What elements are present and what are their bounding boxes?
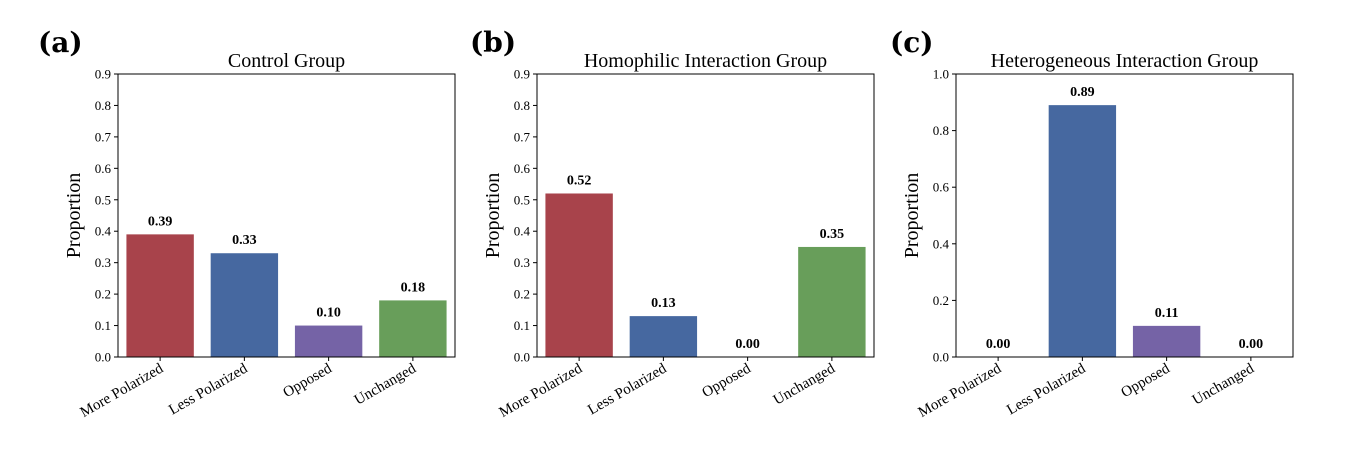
y-tick-label: 0.2 — [95, 287, 111, 302]
x-tick-label: Opposed — [280, 360, 335, 401]
bar-unchanged — [379, 300, 447, 357]
chart-panel-c: (c) Heterogeneous Interaction Group Propor… — [890, 26, 1294, 421]
data-label: 0.11 — [1155, 306, 1179, 321]
chart-title: Heterogeneous Interaction Group — [991, 50, 1259, 72]
x-tick-label: More Polarized — [78, 360, 167, 421]
y-axis-label: Proportion — [901, 173, 923, 259]
y-tick-label: 0.0 — [514, 350, 530, 365]
data-label: 0.33 — [232, 233, 257, 248]
y-tick-label: 0.3 — [514, 255, 530, 270]
chart-panel-b: (b) Homophilic Interaction Group Proportio… — [470, 26, 875, 421]
y-tick-label: 0.6 — [95, 161, 112, 176]
y-tick-label: 0.0 — [933, 350, 949, 365]
x-tick-label: Opposed — [699, 360, 754, 401]
y-axis-label: Proportion — [63, 173, 85, 259]
x-tick-label: Less Polarized — [166, 360, 251, 418]
y-tick-label: 0.6 — [933, 180, 950, 195]
bar-opposed — [294, 325, 363, 357]
y-tick-label: 0.4 — [95, 224, 112, 239]
panel-label: (a) — [38, 26, 83, 59]
x-tick-label: Less Polarized — [1004, 360, 1089, 418]
y-tick-label: 0.7 — [95, 129, 112, 144]
x-tick-label: Unchanged — [771, 360, 839, 408]
y-tick-label: 0.1 — [514, 318, 530, 333]
plot-frame — [955, 73, 1294, 358]
y-tick-label: 0.5 — [95, 192, 111, 207]
y-tick-label: 0.4 — [933, 236, 950, 251]
x-tick-label: Unchanged — [352, 360, 420, 408]
y-axis-label: Proportion — [482, 173, 504, 259]
bar-less-polarized — [629, 316, 698, 357]
data-label: 0.35 — [820, 227, 845, 242]
y-tick-label: 0.8 — [514, 98, 530, 113]
y-tick-label: 0.9 — [95, 67, 111, 82]
bar-less-polarized — [210, 253, 279, 357]
bar-less-polarized — [1048, 105, 1117, 357]
bar-opposed — [1132, 325, 1201, 357]
chart-title: Homophilic Interaction Group — [584, 50, 827, 72]
x-tick-label: More Polarized — [497, 360, 586, 421]
y-tick-label: 1.0 — [933, 67, 949, 82]
y-tick-label: 0.2 — [933, 293, 949, 308]
y-tick-label: 0.8 — [933, 123, 949, 138]
data-label: 0.00 — [986, 337, 1011, 352]
y-tick-label: 0.6 — [514, 161, 531, 176]
plot-frame — [536, 73, 875, 358]
chart-panel-a: (a) Control Group Proportion 0.0 0.1 0.2 0.3 0.… — [38, 26, 456, 421]
data-label: 0.39 — [148, 214, 173, 229]
data-label: 0.00 — [1239, 337, 1264, 352]
data-label: 0.13 — [651, 296, 676, 311]
y-tick-label: 0.8 — [95, 98, 111, 113]
x-tick-label: Unchanged — [1190, 360, 1258, 408]
data-label: 0.89 — [1070, 85, 1095, 100]
y-tick-label: 0.3 — [95, 255, 111, 270]
data-label: 0.10 — [316, 306, 341, 321]
bar-unchanged — [798, 246, 866, 357]
data-label: 0.00 — [735, 337, 760, 352]
panel-label: (b) — [470, 26, 516, 59]
y-tick-label: 0.7 — [514, 129, 531, 144]
x-tick-label: Less Polarized — [585, 360, 670, 418]
data-label: 0.18 — [401, 280, 426, 295]
y-tick-label: 0.2 — [514, 287, 530, 302]
y-tick-label: 0.0 — [95, 350, 111, 365]
y-tick-label: 0.1 — [95, 318, 111, 333]
data-label: 0.52 — [567, 173, 592, 188]
y-tick-label: 0.5 — [514, 192, 530, 207]
chart-title: Control Group — [228, 50, 345, 72]
panel-label: (c) — [890, 26, 934, 59]
bar-more-polarized — [545, 193, 613, 357]
y-tick-label: 0.9 — [514, 67, 530, 82]
plot-frame — [117, 73, 456, 358]
bar-more-polarized — [126, 234, 194, 357]
x-tick-label: More Polarized — [916, 360, 1005, 421]
x-tick-label: Opposed — [1118, 360, 1173, 401]
y-tick-label: 0.4 — [514, 224, 531, 239]
